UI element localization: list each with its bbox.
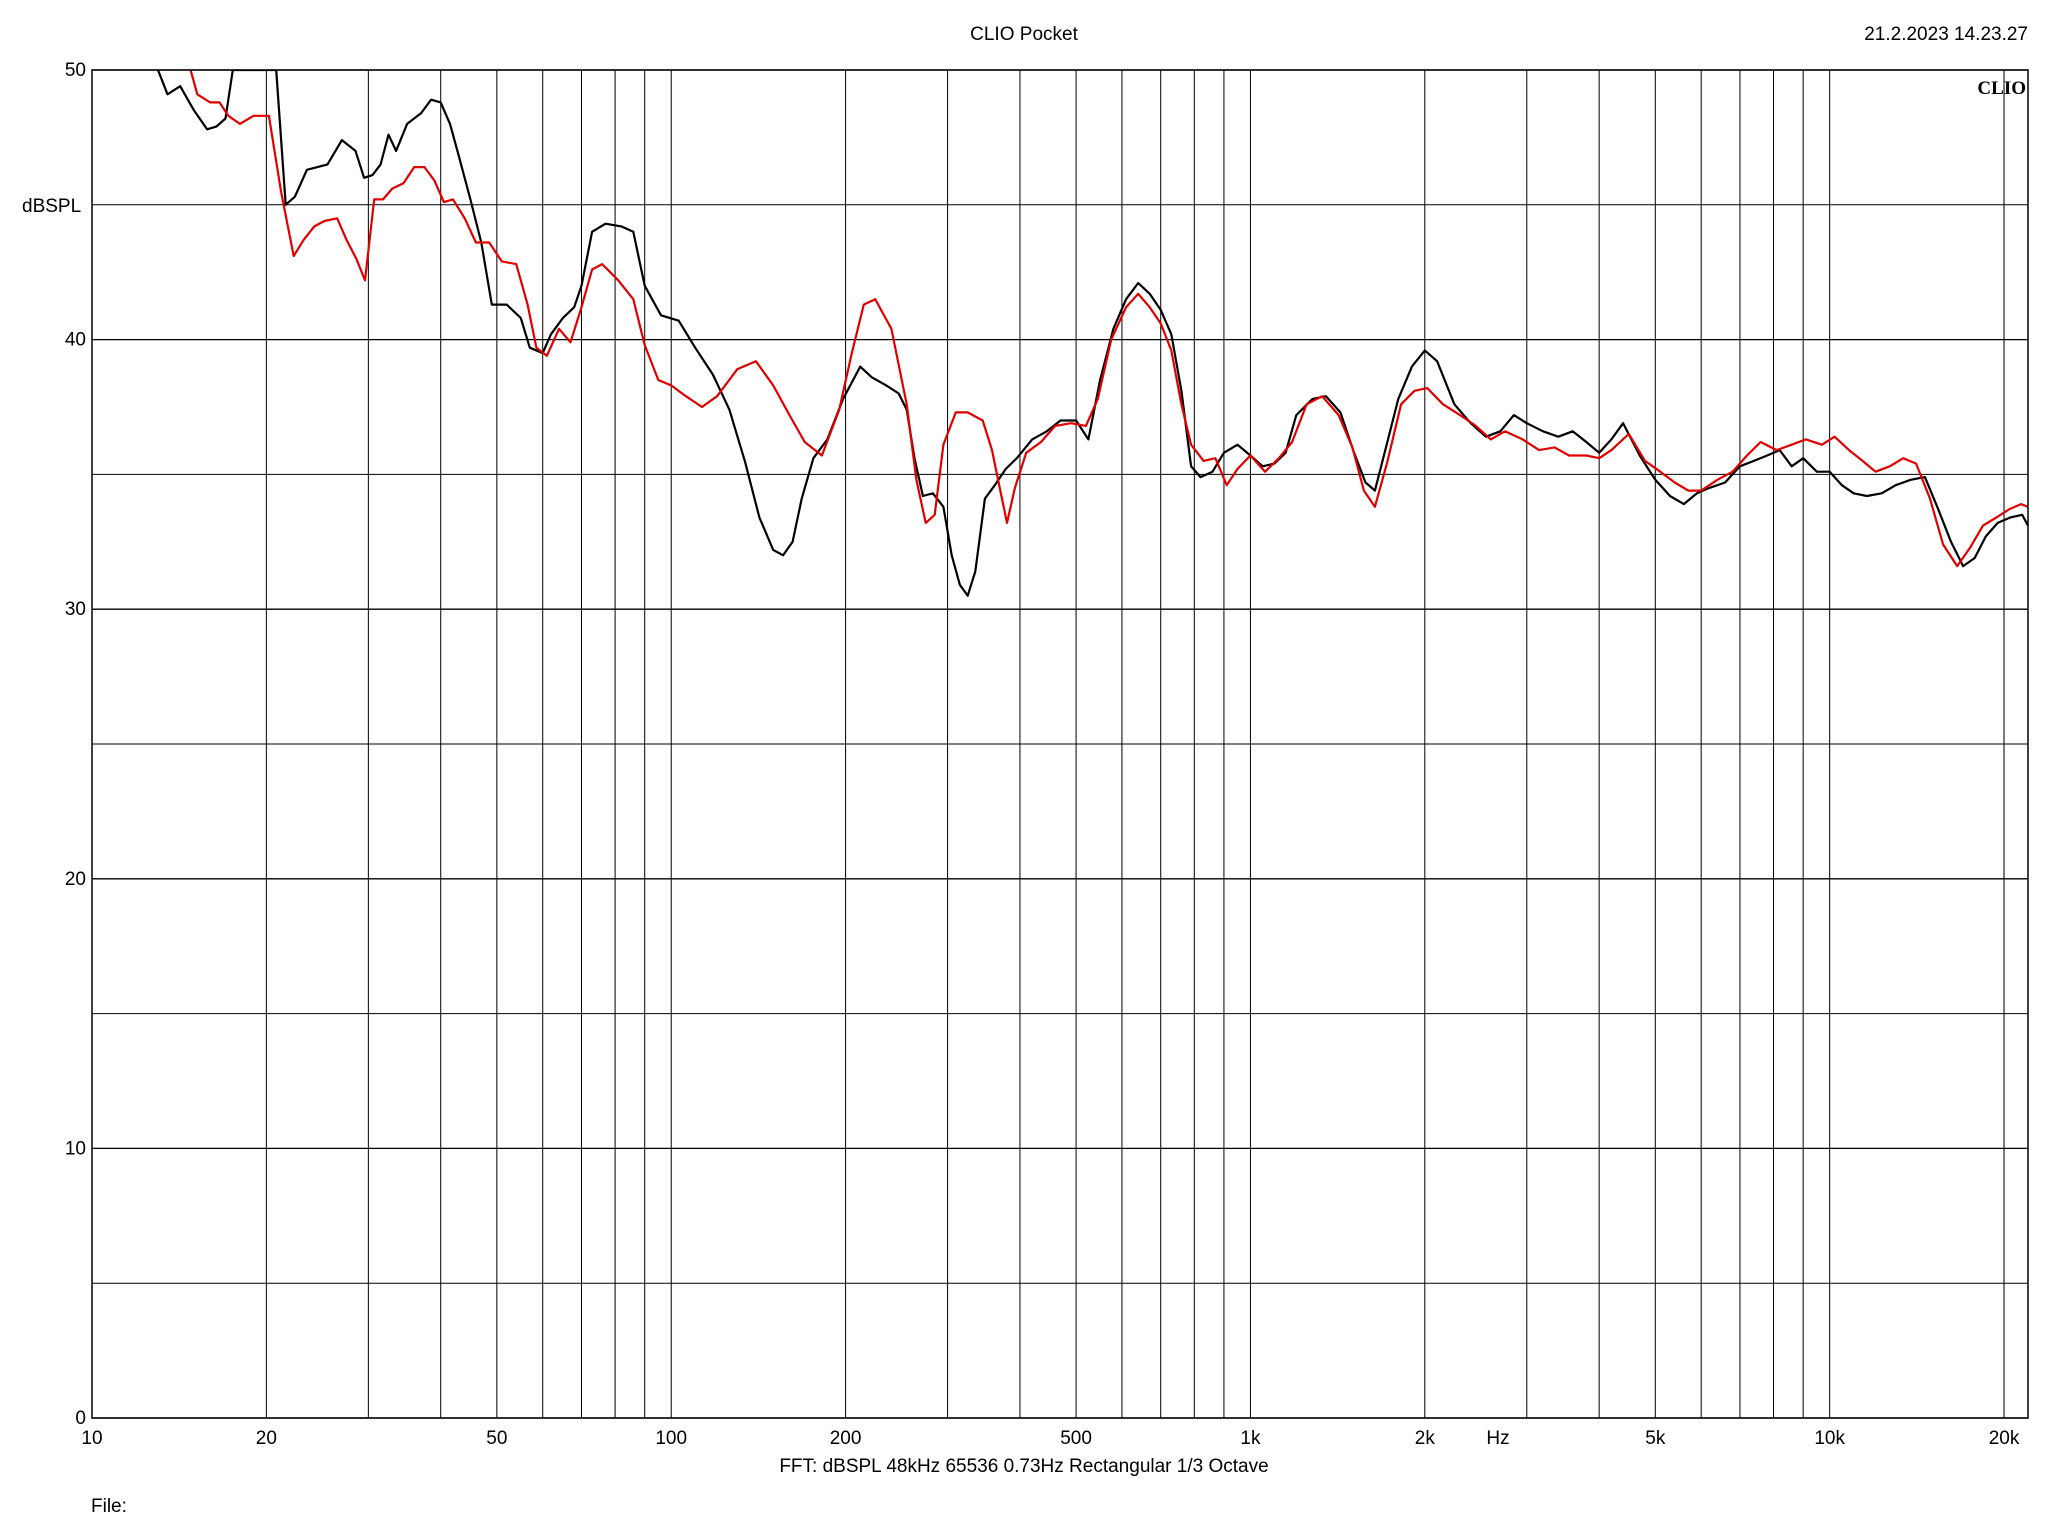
- x-tick-label: 50: [486, 1428, 507, 1449]
- x-tick-label: 1k: [1240, 1428, 1261, 1449]
- x-axis-label: Hz: [1486, 1428, 1509, 1449]
- minor-horizontal-gridlines: [92, 204, 2028, 1284]
- y-tick-label: 40: [65, 330, 86, 351]
- x-tick-label: 500: [1060, 1428, 1092, 1449]
- x-tick-label: 200: [830, 1428, 862, 1449]
- y-tick-labels: 0 10 20 30 40 50: [65, 60, 86, 1429]
- plot-frame: [91, 69, 2029, 1419]
- y-axis-label: dBSPL: [22, 196, 81, 217]
- file-label: File:: [91, 1496, 127, 1517]
- y-tick-label: 10: [65, 1138, 86, 1159]
- x-tick-label: 10k: [1814, 1428, 1845, 1449]
- x-tick-label: 100: [655, 1428, 687, 1449]
- y-tick-label: 50: [65, 60, 86, 81]
- x-tick-label: 10: [81, 1428, 102, 1449]
- x-tick-labels: 10 20 50 100 200 500 1k 2k 5k 10k 20k: [81, 1428, 2019, 1449]
- y-tick-label: 20: [65, 869, 86, 890]
- x-tick-label: 2k: [1415, 1428, 1436, 1449]
- x-tick-label: 20: [256, 1428, 277, 1449]
- series-line-1: [156, 70, 2028, 597]
- x-tick-label: 5k: [1645, 1428, 1666, 1449]
- y-tick-label: 30: [65, 599, 86, 620]
- clio-brand-label: CLIO: [1977, 78, 2026, 99]
- timestamp: 21.2.2023 14.23.27: [1864, 24, 2028, 45]
- fft-settings-text: FFT: dBSPL 48kHz 65536 0.73Hz Rectangula…: [779, 1456, 1269, 1477]
- chart-title: CLIO Pocket: [970, 24, 1078, 45]
- series-layer: [156, 70, 2028, 597]
- x-tick-label: 20k: [1989, 1428, 2020, 1449]
- y-tick-label: 0: [75, 1408, 86, 1429]
- series-line-2: [189, 70, 2028, 568]
